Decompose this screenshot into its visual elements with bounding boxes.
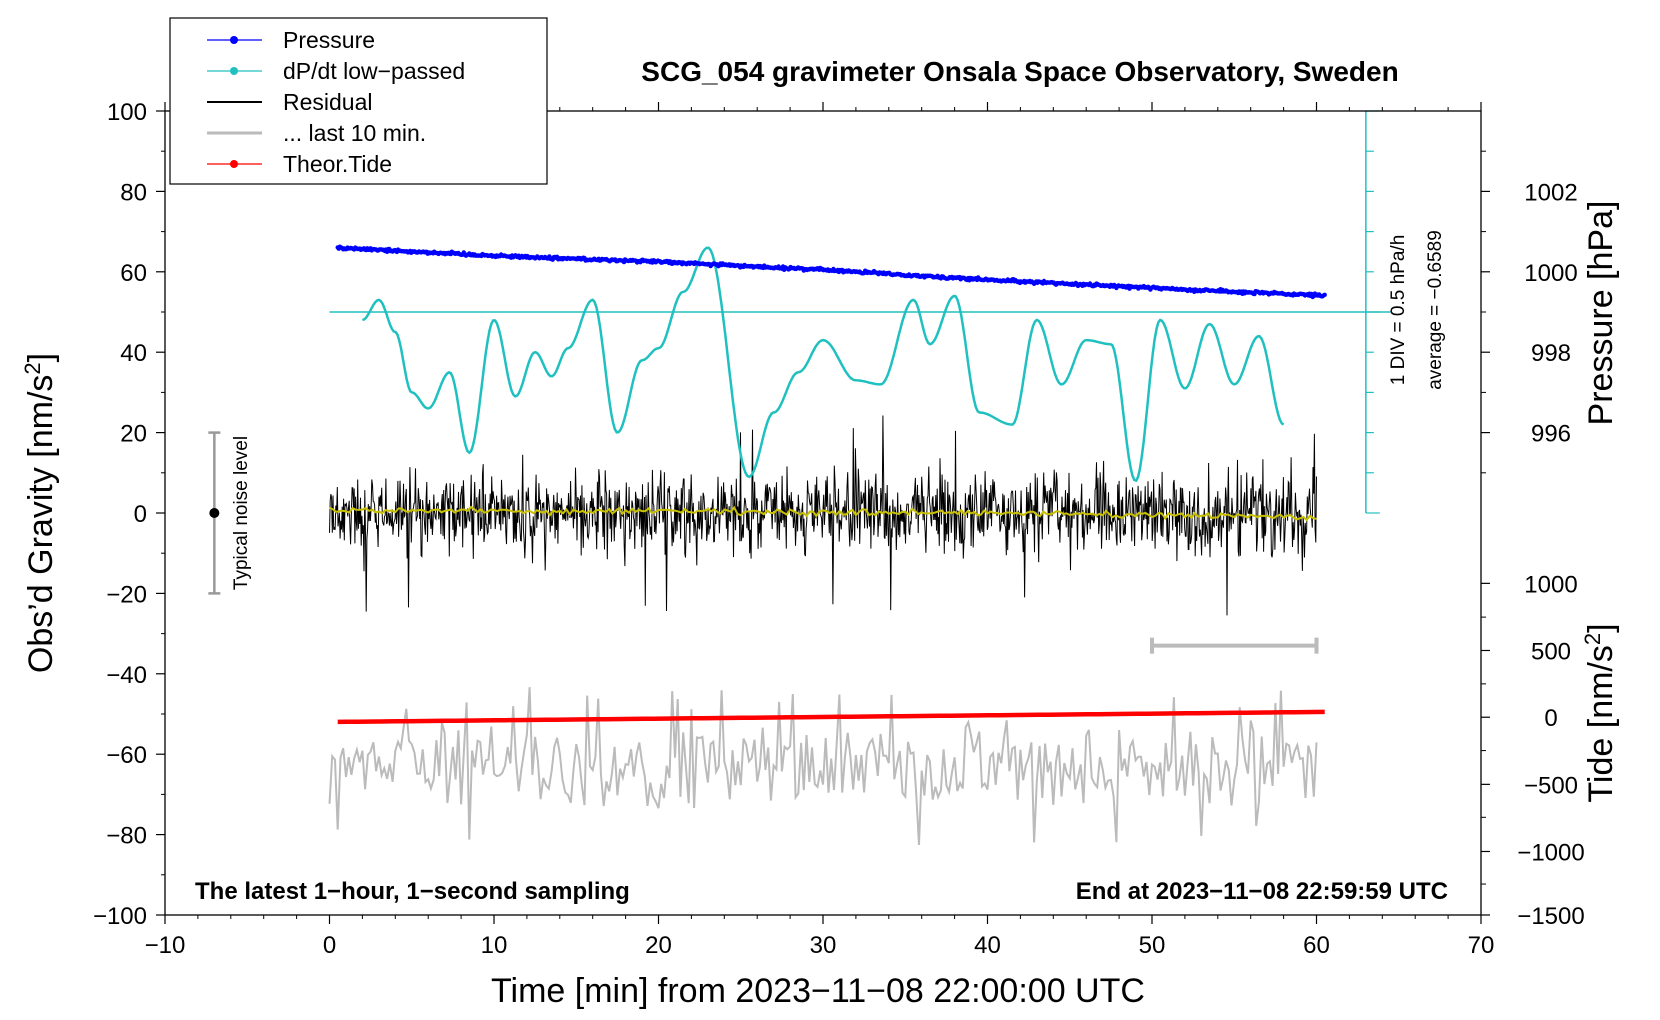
pressure-tick-label: 1002 [1524, 179, 1577, 206]
pressure-tick-label: 1000 [1524, 260, 1577, 287]
legend-label-dpdt: dP/dt low−passed [283, 58, 465, 84]
bottom-left-note: The latest 1−hour, 1−second sampling [195, 878, 630, 905]
y-tick-label: 40 [120, 340, 147, 367]
y-tick-label: −60 [106, 742, 147, 769]
dpdt-scale-label: 1 DIV = 0.5 hPa/h [1388, 235, 1409, 386]
last10-series-line [328, 687, 1318, 846]
y-tick-label: 0 [134, 501, 147, 528]
tide-tick-label: 1000 [1524, 571, 1577, 598]
legend-label-tide: Theor.Tide [283, 151, 392, 177]
y-tick-label: −100 [93, 903, 147, 930]
legend-marker-pressure [230, 36, 238, 44]
legend-entry-residual: Residual [207, 89, 373, 115]
tide-tick-label: 0 [1544, 705, 1557, 732]
x-tick-label: 40 [974, 932, 1001, 959]
x-axis-label: Time [min] from 2023−11−08 22:00:00 UTC [491, 972, 1145, 1010]
y-tick-label: 60 [120, 260, 147, 287]
dpdt-series-line [362, 246, 1285, 483]
y-tick-label: 20 [120, 421, 147, 448]
x-tick-label: 30 [810, 932, 837, 959]
legend-entry-dpdt: dP/dt low−passed [207, 58, 465, 84]
noise-level-label: Typical noise level [231, 436, 252, 590]
tide-tick-label: 500 [1531, 638, 1571, 665]
noise-level-dot [209, 508, 220, 518]
legend-label-last10: ... last 10 min. [283, 120, 426, 146]
legend-marker-tide [230, 160, 238, 168]
legend-entry-tide: Theor.Tide [207, 151, 392, 177]
tide-tick-label: −500 [1524, 772, 1578, 799]
pressure-point [1322, 292, 1327, 297]
tide-tick-label: −1500 [1517, 903, 1584, 930]
pressure-tick-label: 996 [1531, 421, 1571, 448]
tide-axis-label: Tide [nm/s2] [1580, 623, 1620, 802]
data-layer [208, 110, 1391, 846]
x-tick-label: 60 [1303, 932, 1330, 959]
legend-label-residual: Residual [283, 89, 373, 115]
pressure-axis-label: Pressure [hPa] [1582, 201, 1620, 426]
x-tick-label: 20 [645, 932, 672, 959]
legend-marker-dpdt [230, 67, 238, 75]
legend-entry-last10: ... last 10 min. [207, 120, 426, 146]
y-tick-label: 100 [107, 99, 147, 126]
tide-tick-label: −1000 [1517, 839, 1584, 866]
x-tick-label: 70 [1468, 932, 1495, 959]
axes-layer: −10 0 10 20 30 40 50 60 70−100−80−60−40−20020406… [93, 99, 1585, 959]
tide-series-line [337, 709, 1325, 725]
pressure-series [335, 244, 1327, 300]
chart-title: SCG_054 gravimeter Onsala Space Observat… [641, 56, 1398, 87]
x-tick-label: 50 [1139, 932, 1166, 959]
x-tick-label: 10 [481, 932, 508, 959]
legend-entry-pressure: Pressure [207, 27, 375, 53]
dpdt-average-label: average = −0.6589 [1425, 230, 1446, 390]
y-tick-label: −20 [106, 581, 147, 608]
pressure-tick-label: 998 [1531, 340, 1571, 367]
residual-smoothed-line [329, 505, 1317, 522]
y-tick-label: −40 [106, 662, 147, 689]
y-tick-label: −80 [106, 823, 147, 850]
y-tick-label: 80 [120, 179, 147, 206]
legend: Pressure dP/dt low−passed Residual ... l… [169, 17, 548, 185]
x-tick-label: −10 [145, 932, 186, 959]
y-axis-label-left: Obs’d Gravity [nm/s2] [20, 353, 60, 673]
x-tick-label: 0 [323, 932, 336, 959]
bottom-right-note: End at 2023−11−08 22:59:59 UTC [1076, 878, 1448, 905]
legend-label-pressure: Pressure [283, 27, 375, 53]
